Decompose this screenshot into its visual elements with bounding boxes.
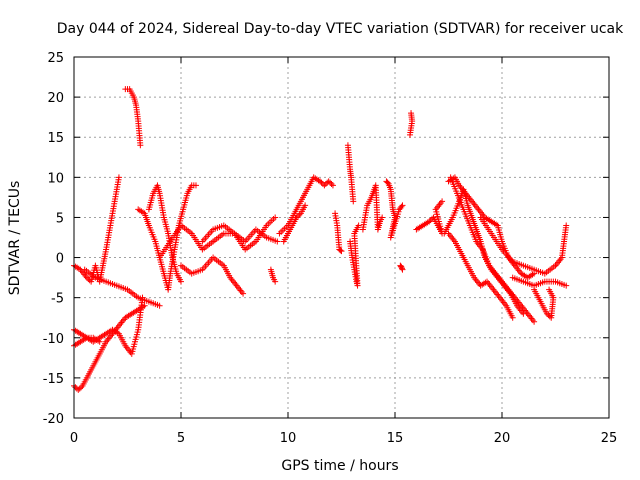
data-point (72, 384, 79, 391)
data-point (192, 182, 199, 189)
y-tick-label: 25 (47, 51, 64, 66)
grid-lines (74, 57, 609, 418)
data-point (439, 198, 446, 205)
data-point (137, 142, 144, 149)
data-point (379, 214, 386, 221)
data-point (294, 213, 301, 220)
data-point (322, 181, 329, 188)
y-axis-ticks: -20 -15 -10 -5 0 5 10 15 20 25 (43, 51, 609, 427)
data-point (302, 202, 309, 209)
data-point (296, 211, 303, 218)
data-point (293, 214, 300, 221)
data-point (78, 384, 85, 391)
data-points (71, 86, 570, 393)
data-point (563, 222, 570, 229)
data-point (427, 217, 434, 224)
data-point (272, 278, 279, 285)
y-tick-label: 20 (47, 91, 64, 106)
data-point (398, 265, 405, 272)
x-tick-label: 10 (280, 431, 297, 446)
data-point (338, 248, 345, 255)
data-point (384, 179, 391, 186)
chart-title: Day 044 of 2024, Sidereal Day-to-day VTE… (57, 21, 624, 37)
data-point (327, 179, 334, 186)
y-tick-label: -5 (51, 292, 64, 307)
x-tick-label: 0 (70, 431, 78, 446)
data-point (96, 338, 103, 345)
x-tick-label: 20 (494, 431, 511, 446)
data-point (426, 218, 433, 225)
data-point (76, 385, 83, 392)
x-axis-label: GPS time / hours (281, 458, 398, 474)
data-point (83, 274, 90, 281)
plot-frame (73, 56, 610, 419)
y-tick-label: 15 (47, 131, 64, 146)
data-point (141, 302, 148, 309)
data-point (399, 266, 406, 273)
data-point (75, 386, 82, 393)
data-point (355, 222, 362, 229)
data-point (240, 290, 247, 297)
data-point (406, 131, 413, 138)
data-point (178, 278, 184, 285)
data-point (325, 178, 332, 185)
data-point (274, 238, 281, 245)
data-point (317, 178, 324, 185)
x-axis-ticks: 0 5 10 15 20 25 (70, 57, 617, 446)
data-point (509, 314, 516, 321)
data-point (156, 302, 163, 309)
data-point (318, 179, 325, 186)
y-tick-label: -15 (43, 372, 64, 387)
data-point (329, 182, 336, 189)
data-point (520, 310, 527, 317)
data-point (328, 181, 335, 188)
data-point (546, 286, 553, 293)
y-axis-label: SDTVAR / TECUs (7, 181, 23, 296)
data-point (350, 198, 357, 205)
data-point (563, 282, 570, 289)
x-tick-label: 15 (387, 431, 404, 446)
data-point (399, 202, 406, 209)
y-tick-label: -20 (43, 412, 64, 427)
data-point (337, 247, 344, 254)
y-tick-label: 5 (56, 211, 64, 226)
y-tick-label: -10 (43, 332, 64, 347)
y-tick-label: 10 (47, 171, 64, 186)
x-tick-label: 25 (601, 431, 618, 446)
data-point (531, 318, 538, 325)
data-point (115, 174, 122, 181)
x-tick-label: 5 (177, 431, 185, 446)
y-tick-label: 0 (56, 252, 64, 267)
data-point (272, 214, 279, 221)
data-point (398, 203, 405, 210)
data-point (321, 182, 328, 189)
